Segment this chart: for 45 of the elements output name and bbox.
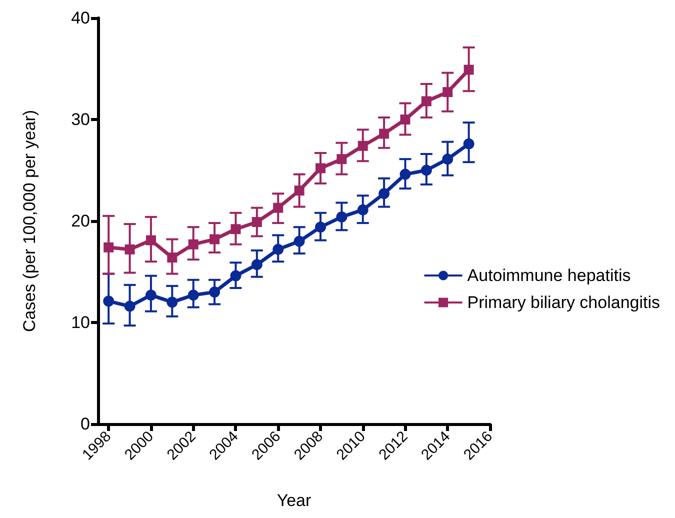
y-tick-label: 0	[80, 414, 90, 434]
point	[188, 290, 199, 301]
point	[188, 239, 198, 250]
point	[400, 168, 411, 180]
point	[230, 224, 241, 234]
point	[294, 186, 304, 196]
point	[336, 211, 348, 222]
point	[146, 235, 156, 246]
legend-label: Primary biliary cholangitis	[467, 293, 660, 312]
y-axis-title: Cases (per 100,000 per year)	[20, 110, 39, 332]
point	[379, 128, 390, 139]
point	[252, 217, 262, 228]
point	[124, 300, 136, 312]
point	[358, 140, 368, 151]
point	[357, 204, 368, 216]
point	[272, 244, 284, 255]
point	[103, 296, 114, 307]
legend-label: Autoimmune hepatitis	[467, 266, 631, 285]
point	[209, 286, 220, 298]
point	[166, 296, 178, 308]
point	[315, 163, 326, 174]
y-tick-label: 30	[71, 110, 90, 129]
x-axis-title: Year	[276, 491, 312, 510]
point	[442, 154, 454, 165]
point	[442, 87, 453, 98]
point	[463, 138, 474, 150]
point	[315, 222, 326, 233]
point	[230, 270, 242, 282]
y-tick-label: 20	[71, 212, 90, 230]
point	[336, 154, 347, 164]
point	[104, 242, 114, 252]
y-tick-label: 40	[71, 8, 90, 28]
point	[420, 164, 432, 176]
point	[464, 64, 474, 75]
point	[210, 234, 220, 244]
y-tick-label: 10	[71, 313, 90, 332]
point	[251, 259, 262, 270]
point	[167, 252, 178, 263]
point	[145, 290, 156, 301]
point	[421, 96, 432, 106]
point	[294, 236, 305, 247]
point	[400, 114, 410, 124]
point	[378, 188, 390, 200]
point	[124, 244, 135, 254]
point	[273, 202, 284, 213]
